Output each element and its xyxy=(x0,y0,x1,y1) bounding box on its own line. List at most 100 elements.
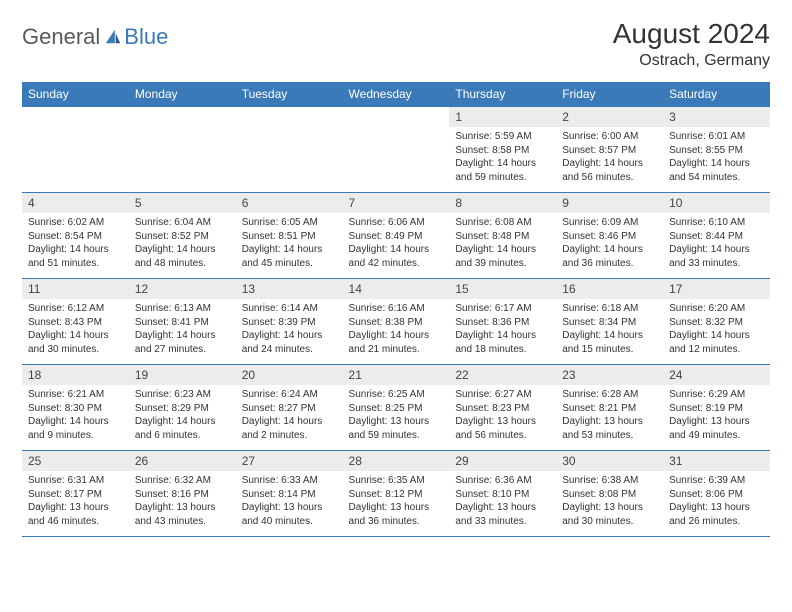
calendar-page: General Blue August 2024 Ostrach, German… xyxy=(0,0,792,555)
day-number: 16 xyxy=(556,279,663,299)
daylight-text: Daylight: 14 hours and 21 minutes. xyxy=(349,329,444,356)
day-body: Sunrise: 6:08 AMSunset: 8:48 PMDaylight:… xyxy=(449,213,556,276)
daylight-text: Daylight: 14 hours and 48 minutes. xyxy=(135,243,230,270)
weekday-header: Saturday xyxy=(663,82,770,107)
calendar-week-row: 11Sunrise: 6:12 AMSunset: 8:43 PMDayligh… xyxy=(22,279,770,365)
header: General Blue August 2024 Ostrach, German… xyxy=(22,18,770,70)
logo-text-general: General xyxy=(22,24,100,50)
daylight-text: Daylight: 13 hours and 26 minutes. xyxy=(669,501,764,528)
day-body: Sunrise: 6:01 AMSunset: 8:55 PMDaylight:… xyxy=(663,127,770,190)
sunset-text: Sunset: 8:38 PM xyxy=(349,316,444,330)
daylight-text: Daylight: 13 hours and 49 minutes. xyxy=(669,415,764,442)
day-body: Sunrise: 6:31 AMSunset: 8:17 PMDaylight:… xyxy=(22,471,129,534)
day-number: 12 xyxy=(129,279,236,299)
location: Ostrach, Germany xyxy=(613,52,770,70)
day-number: 13 xyxy=(236,279,343,299)
daylight-text: Daylight: 13 hours and 40 minutes. xyxy=(242,501,337,528)
sunrise-text: Sunrise: 6:06 AM xyxy=(349,216,444,230)
calendar-day-cell: 23Sunrise: 6:28 AMSunset: 8:21 PMDayligh… xyxy=(556,365,663,451)
day-number: 1 xyxy=(449,107,556,127)
calendar-day-cell: 7 Sunrise: 6:06 AMSunset: 8:49 PMDaylight… xyxy=(343,193,450,279)
day-number: 5 xyxy=(129,193,236,213)
sunset-text: Sunset: 8:27 PM xyxy=(242,402,337,416)
calendar-day-cell: 6Sunrise: 6:05 AMSunset: 8:51 PMDaylight… xyxy=(236,193,343,279)
day-number: 27 xyxy=(236,451,343,471)
day-body: Sunrise: 6:23 AMSunset: 8:29 PMDaylight:… xyxy=(129,385,236,448)
calendar-day-cell: 20Sunrise: 6:24 AMSunset: 8:27 PMDayligh… xyxy=(236,365,343,451)
day-body: Sunrise: 6:20 AMSunset: 8:32 PMDaylight:… xyxy=(663,299,770,362)
sunset-text: Sunset: 8:30 PM xyxy=(28,402,123,416)
daylight-text: Daylight: 14 hours and 36 minutes. xyxy=(562,243,657,270)
calendar-week-row: ....1Sunrise: 5:59 AMSunset: 8:58 PMDayl… xyxy=(22,107,770,193)
calendar-day-cell: 27Sunrise: 6:33 AMSunset: 8:14 PMDayligh… xyxy=(236,451,343,537)
daylight-text: Daylight: 14 hours and 42 minutes. xyxy=(349,243,444,270)
daylight-text: Daylight: 14 hours and 24 minutes. xyxy=(242,329,337,356)
day-number: 24 xyxy=(663,365,770,385)
sunset-text: Sunset: 8:58 PM xyxy=(455,144,550,158)
sunrise-text: Sunrise: 6:05 AM xyxy=(242,216,337,230)
sunset-text: Sunset: 8:44 PM xyxy=(669,230,764,244)
day-number: 10 xyxy=(663,193,770,213)
day-number: 20 xyxy=(236,365,343,385)
sunrise-text: Sunrise: 6:33 AM xyxy=(242,474,337,488)
weekday-header: Thursday xyxy=(449,82,556,107)
daylight-text: Daylight: 14 hours and 54 minutes. xyxy=(669,157,764,184)
sunset-text: Sunset: 8:12 PM xyxy=(349,488,444,502)
day-body: Sunrise: 6:14 AMSunset: 8:39 PMDaylight:… xyxy=(236,299,343,362)
sunset-text: Sunset: 8:49 PM xyxy=(349,230,444,244)
sunrise-text: Sunrise: 6:24 AM xyxy=(242,388,337,402)
calendar-day-cell: 25Sunrise: 6:31 AMSunset: 8:17 PMDayligh… xyxy=(22,451,129,537)
sunset-text: Sunset: 8:43 PM xyxy=(28,316,123,330)
day-body: Sunrise: 6:10 AMSunset: 8:44 PMDaylight:… xyxy=(663,213,770,276)
day-body: Sunrise: 6:38 AMSunset: 8:08 PMDaylight:… xyxy=(556,471,663,534)
day-body: Sunrise: 6:18 AMSunset: 8:34 PMDaylight:… xyxy=(556,299,663,362)
day-number: 7 xyxy=(343,193,450,213)
sunset-text: Sunset: 8:29 PM xyxy=(135,402,230,416)
sunrise-text: Sunrise: 6:27 AM xyxy=(455,388,550,402)
calendar-day-cell: 26Sunrise: 6:32 AMSunset: 8:16 PMDayligh… xyxy=(129,451,236,537)
daylight-text: Daylight: 13 hours and 56 minutes. xyxy=(455,415,550,442)
calendar-day-cell: 14Sunrise: 6:16 AMSunset: 8:38 PMDayligh… xyxy=(343,279,450,365)
daylight-text: Daylight: 13 hours and 46 minutes. xyxy=(28,501,123,528)
sunset-text: Sunset: 8:25 PM xyxy=(349,402,444,416)
sunrise-text: Sunrise: 6:16 AM xyxy=(349,302,444,316)
daylight-text: Daylight: 13 hours and 33 minutes. xyxy=(455,501,550,528)
day-number: 26 xyxy=(129,451,236,471)
sunrise-text: Sunrise: 6:31 AM xyxy=(28,474,123,488)
sunrise-text: Sunrise: 6:21 AM xyxy=(28,388,123,402)
day-number: 15 xyxy=(449,279,556,299)
sunset-text: Sunset: 8:52 PM xyxy=(135,230,230,244)
daylight-text: Daylight: 14 hours and 27 minutes. xyxy=(135,329,230,356)
weekday-header: Monday xyxy=(129,82,236,107)
day-number: 22 xyxy=(449,365,556,385)
title-block: August 2024 Ostrach, Germany xyxy=(613,18,770,70)
day-number: 2 xyxy=(556,107,663,127)
daylight-text: Daylight: 14 hours and 59 minutes. xyxy=(455,157,550,184)
sunset-text: Sunset: 8:41 PM xyxy=(135,316,230,330)
day-number: 18 xyxy=(22,365,129,385)
sunset-text: Sunset: 8:10 PM xyxy=(455,488,550,502)
sunset-text: Sunset: 8:16 PM xyxy=(135,488,230,502)
calendar-day-cell: 29Sunrise: 6:36 AMSunset: 8:10 PMDayligh… xyxy=(449,451,556,537)
day-body: Sunrise: 6:39 AMSunset: 8:06 PMDaylight:… xyxy=(663,471,770,534)
sunrise-text: Sunrise: 6:35 AM xyxy=(349,474,444,488)
sunrise-text: Sunrise: 6:09 AM xyxy=(562,216,657,230)
calendar-day-cell: 9Sunrise: 6:09 AMSunset: 8:46 PMDaylight… xyxy=(556,193,663,279)
daylight-text: Daylight: 14 hours and 33 minutes. xyxy=(669,243,764,270)
day-body: Sunrise: 6:27 AMSunset: 8:23 PMDaylight:… xyxy=(449,385,556,448)
sunrise-text: Sunrise: 6:04 AM xyxy=(135,216,230,230)
weekday-header: Sunday xyxy=(22,82,129,107)
calendar-day-cell: 30Sunrise: 6:38 AMSunset: 8:08 PMDayligh… xyxy=(556,451,663,537)
sunset-text: Sunset: 8:08 PM xyxy=(562,488,657,502)
calendar-day-cell: 16Sunrise: 6:18 AMSunset: 8:34 PMDayligh… xyxy=(556,279,663,365)
daylight-text: Daylight: 14 hours and 6 minutes. xyxy=(135,415,230,442)
sunset-text: Sunset: 8:39 PM xyxy=(242,316,337,330)
logo-text-blue: Blue xyxy=(124,24,168,50)
sunrise-text: Sunrise: 6:28 AM xyxy=(562,388,657,402)
day-body: Sunrise: 6:16 AMSunset: 8:38 PMDaylight:… xyxy=(343,299,450,362)
day-number: 19 xyxy=(129,365,236,385)
calendar-day-cell: 24Sunrise: 6:29 AMSunset: 8:19 PMDayligh… xyxy=(663,365,770,451)
day-number: 11 xyxy=(22,279,129,299)
day-body: Sunrise: 6:28 AMSunset: 8:21 PMDaylight:… xyxy=(556,385,663,448)
sunrise-text: Sunrise: 6:39 AM xyxy=(669,474,764,488)
